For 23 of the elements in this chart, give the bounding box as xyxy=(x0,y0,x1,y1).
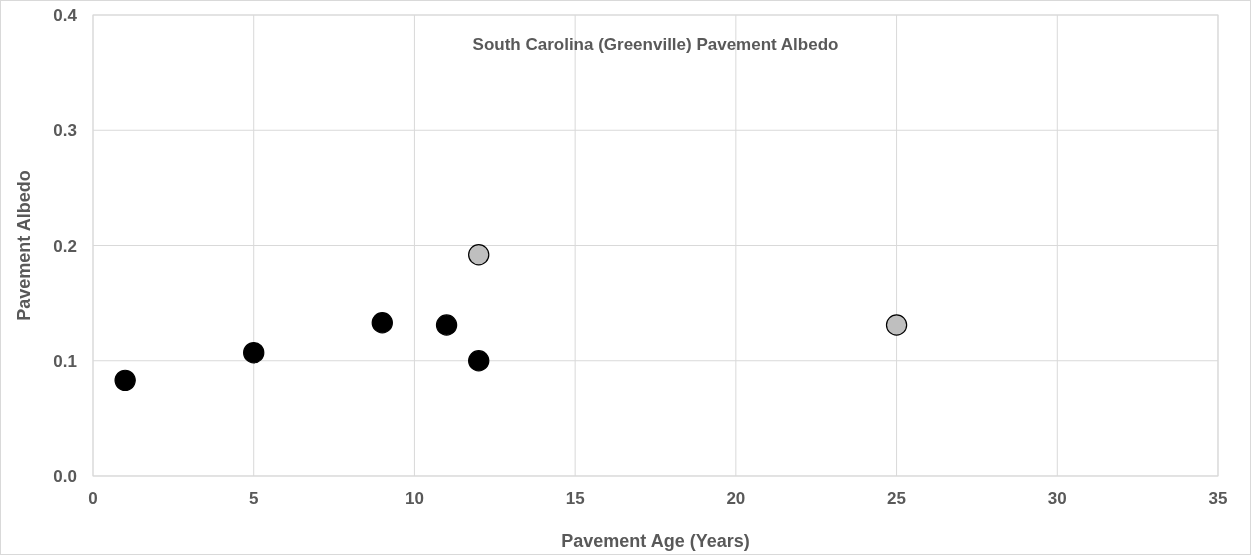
point xyxy=(468,350,490,372)
y-tick-label: 0.4 xyxy=(53,6,78,25)
y-tick-label: 0.1 xyxy=(53,351,77,371)
x-tick-label: 35 xyxy=(1208,489,1228,508)
x-tick-label: 15 xyxy=(565,489,585,508)
x-tick-label: 30 xyxy=(1047,489,1067,508)
point xyxy=(371,312,393,334)
text: South Carolina (Greenville) Pavement Albedo xyxy=(472,35,839,54)
point xyxy=(243,342,265,364)
y-axis-title: Pavement Albedo xyxy=(14,170,34,321)
x-tick-label: 0 xyxy=(88,489,98,508)
point xyxy=(468,244,490,266)
y-tick-label: 0.3 xyxy=(53,121,77,141)
point xyxy=(114,369,136,392)
point xyxy=(885,314,908,336)
x-axis-title: Pavement Age (Years) xyxy=(561,531,750,551)
x-tick-label: 20 xyxy=(726,489,746,508)
y-tick-label: 0.0 xyxy=(53,467,77,486)
x-tick-label: 5 xyxy=(248,489,259,508)
y-tick-label: 0.2 xyxy=(53,236,77,256)
point xyxy=(435,314,458,336)
x-tick-label: 25 xyxy=(887,489,907,508)
x-tick-label: 10 xyxy=(404,489,424,508)
